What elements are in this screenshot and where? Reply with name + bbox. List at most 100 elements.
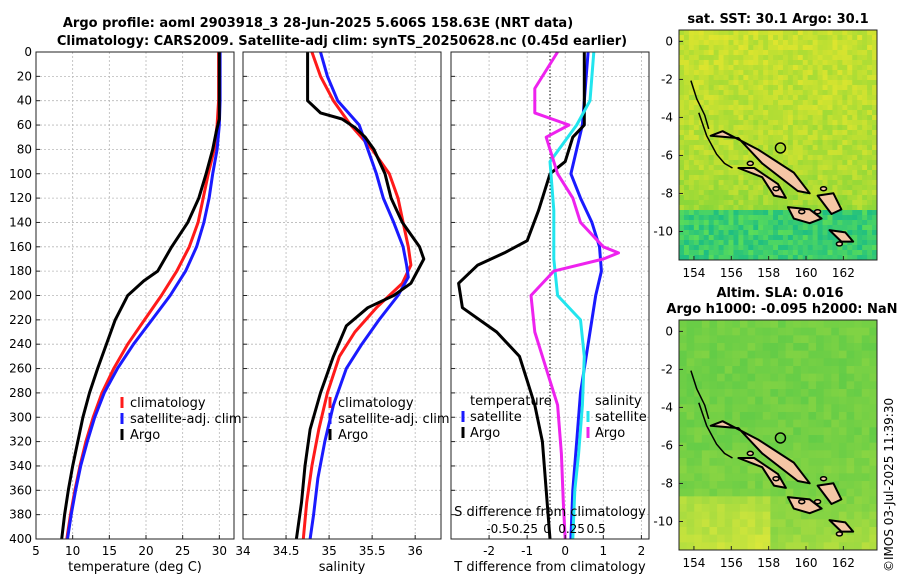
map-cell [728,170,735,176]
map-cell [747,327,756,336]
map-cell [827,175,834,181]
map-cell [694,366,703,375]
map-cell [832,180,838,186]
map-cell [817,155,824,161]
map-cell [733,150,739,156]
map-cell [755,427,764,436]
map-cell [693,205,700,211]
map-cell [763,130,769,136]
map-cell [812,40,819,46]
map-cell [732,442,741,451]
map-cell [857,185,863,191]
map-cell [785,327,794,336]
map-cell [693,125,700,131]
map-cell [797,100,804,106]
map-cell [748,235,754,241]
map-cell [800,488,810,497]
map-cell [709,389,718,398]
map-cell [763,150,769,156]
map-cell [688,150,695,156]
map-cell [738,145,744,151]
map-cell [847,215,853,221]
map-cell [763,120,769,126]
map-cell [679,245,685,251]
map-cell [773,125,779,131]
map-cell [787,80,794,86]
map-cell [807,160,814,166]
map-cell [812,145,819,151]
map-cell [785,511,794,520]
map-cell [812,75,819,81]
map-cell [797,145,804,151]
map-cell [768,55,774,61]
y-tick-label: 400 [9,532,32,546]
map-cell [708,170,715,176]
map-cell [872,210,877,216]
map-cell [872,235,877,241]
map-cell [782,115,789,121]
map-cell [832,120,838,126]
map-cell [753,250,759,256]
map-cell [837,180,843,186]
map-cell [679,195,685,201]
map-cell [808,465,817,474]
map-y-tick-label: -4 [661,400,673,414]
map-cell [861,465,870,474]
map-cell [867,220,873,226]
map-cell [867,30,873,36]
map-cell [802,205,809,211]
map-cell [807,85,814,91]
map-cell [778,75,784,81]
map-cell [857,195,863,201]
map-cell [701,496,711,505]
map-cell [693,165,700,171]
map-cell [739,473,749,482]
map-cell [679,240,685,246]
map-cell [831,442,840,451]
map-cell [787,45,794,51]
map-cell [802,140,809,146]
map-cell [867,90,873,96]
map-cell [747,396,756,405]
map-cell [748,185,754,191]
x-tick-label: 35 [321,544,336,558]
map-cell [738,155,744,161]
map-cell [723,235,730,241]
map-cell [812,175,819,181]
map-cell [817,130,824,136]
map-cell [747,442,756,451]
map-cell [743,105,749,111]
map-cell [812,225,819,231]
map-cell [724,350,733,359]
map-cell [831,404,840,413]
map-cell [679,534,688,543]
map-cell [768,210,774,216]
map-cell [679,542,688,550]
map-cell [852,220,858,226]
map-cell [869,450,877,459]
map-cell [842,140,848,146]
map-cell [703,90,710,96]
map-cell [832,85,838,91]
map-cell [852,240,858,246]
map-cell [770,327,779,336]
map-cell [688,190,695,196]
map-cell [768,125,774,131]
map-cell [816,327,825,336]
map-cell [708,55,715,61]
map-cell [770,496,779,505]
map-cell [862,225,868,231]
x-top-tick-label: 0.25 [558,522,585,536]
map-cell [787,130,794,136]
y-tick-label: 360 [9,483,32,497]
map-cell [753,200,759,206]
map-cell [703,60,710,66]
map-cell [832,175,838,181]
map-cell [762,511,771,520]
map-cell [708,195,715,201]
map-cell [846,373,855,382]
map-cell [717,343,726,352]
map-cell [698,250,705,256]
map-cell [842,165,848,171]
